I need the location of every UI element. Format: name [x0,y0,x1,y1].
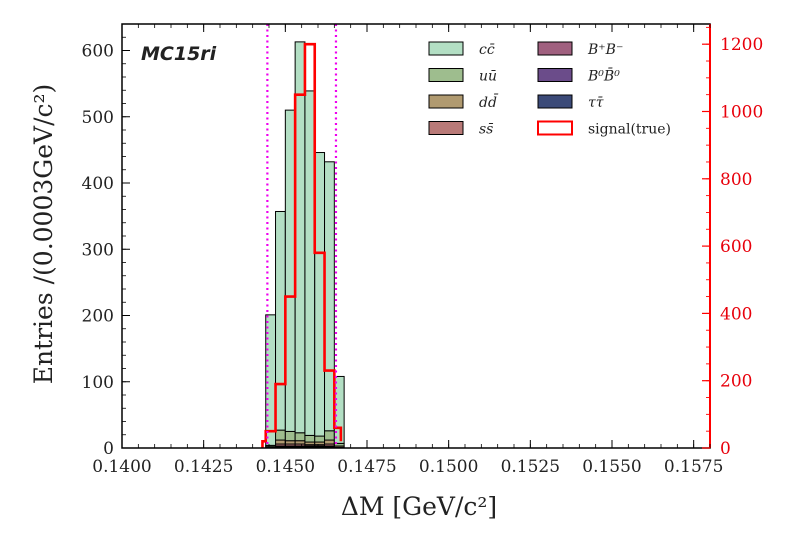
bar-cc-4 [304,90,316,436]
legend: cc̄ uū dd̄ ss̄ B⁺B⁻ B⁰B̄⁰ ττ̄ signal(true) [428,41,671,138]
bar-uu-2 [284,430,296,442]
selection-lines [266,24,338,448]
badge-label: MC15ri [141,43,217,65]
y-right-tick-label: 600 [720,237,752,257]
right-axis-spine [709,24,711,448]
legend-swatch [537,41,573,56]
legend-swatch [537,120,573,136]
bar-uu-6 [324,430,335,441]
bar-cc-1 [275,210,286,431]
legend-entry: uū [428,68,497,85]
legend-label: signal(true) [588,122,671,138]
legend-swatch [428,94,464,109]
legend-label: ss̄ [479,122,494,138]
x-tick-label: 0.1500 [419,457,478,477]
x-tick-label: 0.1400 [92,457,151,477]
legend-swatch [428,68,464,82]
legend-entry: cc̄ [428,41,495,58]
y-left-tick-label: 100 [82,373,114,393]
bar-cc-3 [294,41,306,434]
legend-swatch [537,68,573,82]
y-left-tick-label: 300 [82,240,114,260]
bar-cc-2 [284,109,296,432]
x-axis-title: ΔM [GeV/c²] [341,492,497,521]
y-right-tick-label: 0 [720,439,731,459]
plot-frame [121,23,711,449]
y-left-tick-label: 0 [103,439,114,459]
legend-label: cc̄ [479,42,495,58]
legend-entry: dd̄ [428,93,499,111]
bar-uu-4 [304,434,316,443]
bar-cc-6 [324,161,335,432]
x-tick-label: 0.1450 [256,457,315,477]
bar-uu-5 [314,435,326,443]
y-left-tick-label: 600 [82,42,114,62]
x-tick-label: 0.1550 [582,457,641,477]
legend-entry: ττ̄ [537,94,604,111]
bar-dd-1 [275,439,286,445]
y-right-tick-label: 400 [720,304,752,324]
y-left-tick-label: 200 [82,307,114,327]
x-tick-label: 0.1475 [337,457,396,477]
stacked-histogram [265,41,345,449]
legend-entry: B⁺B⁻ [537,41,623,58]
x-tick-label: 0.1575 [664,457,723,477]
legend-label: B⁺B⁻ [587,42,623,58]
bar-uu-3 [294,432,306,442]
bar-uu-1 [275,429,286,441]
legend-entry: B⁰B̄⁰ [537,67,620,85]
bar-cc-5 [314,152,326,437]
x-tick-label: 0.1525 [501,457,560,477]
axis-ticks: 0.1400 0.1425 0.1450 0.1475 0.1500 0.1525 0.15… [82,23,763,477]
legend-label: uū [479,69,497,85]
bar-dd-6 [324,439,335,445]
y-right-tick-label: 1000 [720,102,763,122]
y-axis-title: Entries /(0.0003GeV/c²) [29,84,58,385]
legend-label: B⁰B̄⁰ [587,67,620,85]
legend-swatch [537,94,573,109]
legend-label: dd̄ [479,93,499,111]
y-right-tick-label: 1200 [720,35,763,55]
y-left-tick-label: 400 [82,174,114,194]
legend-label: ττ̄ [588,95,604,111]
y-right-tick-label: 200 [720,372,752,392]
legend-swatch [428,41,464,56]
x-tick-label: 0.1425 [174,457,233,477]
y-right-tick-label: 800 [720,170,752,190]
y-left-tick-label: 500 [82,108,114,128]
legend-entry: signal(true) [537,120,671,138]
legend-entry: ss̄ [428,121,494,138]
legend-swatch [428,121,464,135]
